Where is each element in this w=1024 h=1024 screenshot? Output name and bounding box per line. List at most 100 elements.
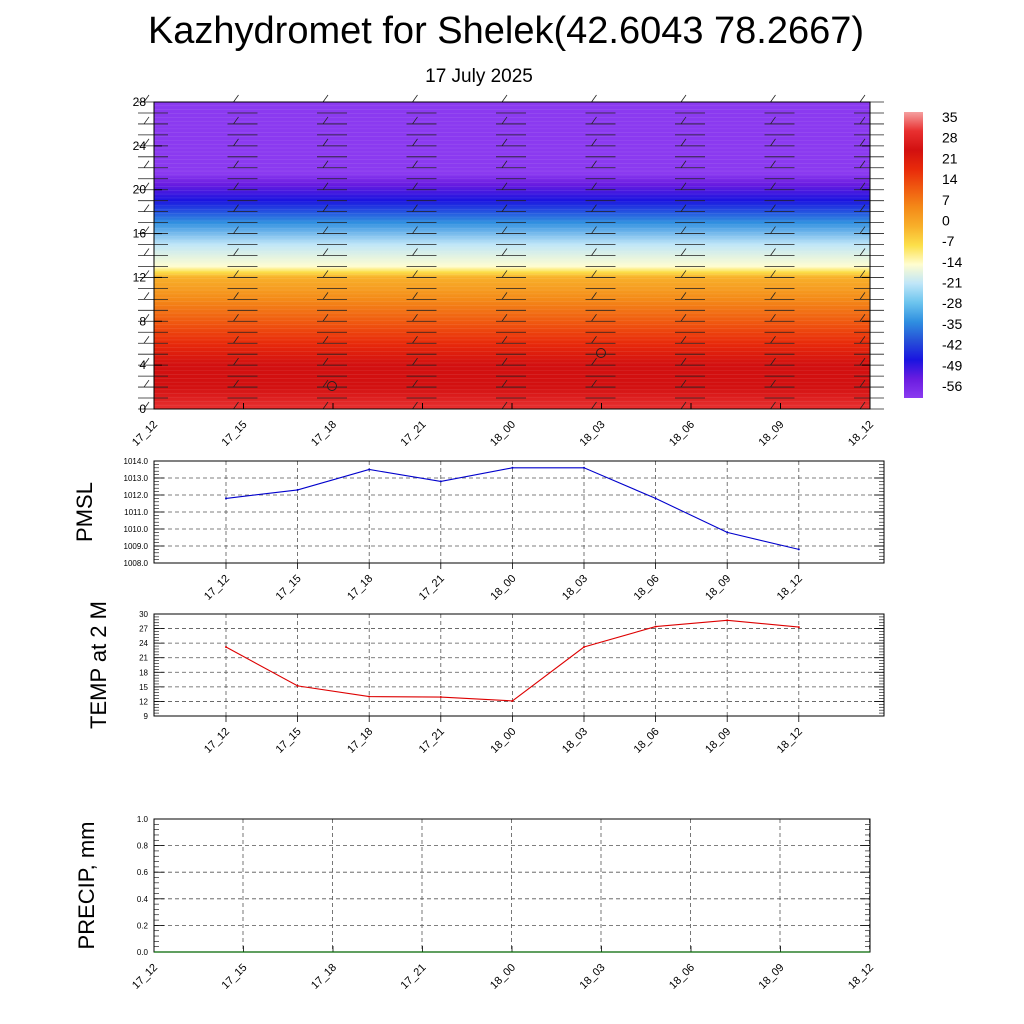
wind-barb [233, 357, 239, 366]
x-tick-label: 17_15 [220, 419, 250, 449]
data-point [439, 696, 442, 699]
wind-barb [322, 292, 329, 300]
x-tick-label: 18_03 [560, 726, 590, 756]
wind-barb [143, 160, 150, 169]
plot-frame [153, 818, 871, 953]
wind-barb [591, 138, 597, 147]
wind-barb [143, 182, 150, 190]
wind-barb [412, 292, 418, 300]
wind-barb [233, 335, 239, 344]
colorbar-label: 14 [942, 171, 958, 187]
y-tick-label: 21 [139, 654, 148, 663]
data-point [583, 646, 585, 649]
y-tick-label: 20 [133, 183, 147, 197]
wind-barb [501, 160, 508, 169]
wind-barb [680, 182, 687, 190]
y-axis-label: PMSL [72, 482, 97, 542]
wind-barb [859, 357, 866, 366]
wind-barb [591, 182, 597, 190]
data-point [511, 699, 514, 702]
x-tick-label: 18_06 [667, 962, 697, 992]
data-point [797, 548, 800, 551]
x-tick-label: 18_00 [488, 726, 518, 756]
y-tick-label: 0 [139, 402, 146, 416]
colorbar-label: -56 [942, 378, 962, 394]
wind-barb [770, 357, 776, 366]
x-tick-label: 18_06 [667, 419, 697, 449]
data-point [296, 684, 299, 687]
wind-barb [501, 226, 508, 234]
wind-barb [233, 94, 239, 103]
colorbar-label: -49 [942, 357, 962, 373]
data-point [368, 695, 371, 698]
wind-barb [233, 138, 239, 147]
wind-barb [680, 248, 687, 256]
precip-panel: 0.0 0.2 0.4 0.6 0.8 1.0 17_12 17_15 17_18 17_21 18… [74, 815, 876, 992]
wind-barb [501, 335, 508, 344]
wind-barb [322, 182, 329, 190]
wind-barb [591, 292, 597, 300]
wind-barb [501, 379, 508, 388]
wind-barb [412, 270, 418, 278]
y-tick-label: 4 [139, 358, 146, 372]
data-point [296, 488, 299, 491]
x-tick-label: 17_12 [130, 962, 160, 992]
wind-barb [233, 270, 239, 278]
y-tick-label: 1012.0 [124, 491, 149, 500]
x-tick-label: 18_09 [703, 573, 733, 603]
y-tick-label: 12 [139, 697, 148, 706]
pmsl-panel: 1008.0 1009.0 1010.0 1011.0 1012.0 1013.0 1014… [72, 457, 885, 603]
colorbar-label: -7 [942, 233, 955, 249]
chart-date: 17 July 2025 [425, 66, 533, 87]
colorbar-label: 28 [942, 130, 958, 146]
wind-barb [233, 160, 239, 169]
x-tick-label: 18_12 [775, 726, 805, 756]
wind-barb [501, 94, 508, 103]
colorbar-label: -14 [942, 254, 962, 270]
wind-barb [591, 401, 597, 410]
series-line [225, 619, 799, 702]
y-tick-label: 0.8 [137, 842, 149, 851]
wind-barb [859, 401, 866, 410]
wind-barb [233, 401, 239, 410]
y-tick-label: 0.2 [137, 921, 149, 930]
y-tick-label: 27 [139, 625, 148, 634]
wind-barb [770, 116, 776, 125]
wind-barb [680, 226, 687, 234]
x-tick-label: 18_12 [846, 419, 876, 449]
wind-barb [680, 270, 687, 278]
series-line [225, 467, 799, 550]
x-tick-label: 18_00 [488, 419, 518, 449]
wind-barb [143, 94, 150, 103]
x-tick-label: 18_06 [632, 726, 662, 756]
wind-barb [501, 357, 508, 366]
wind-barb [412, 314, 418, 322]
data-point [654, 625, 657, 628]
wind-barb [770, 138, 776, 147]
wind-barb [859, 160, 866, 169]
wind-barb [591, 226, 597, 234]
colorbar: 35 28 21 14 7 0 -7 -14 -21 -28 -35 -42 -49 -56 [904, 109, 962, 398]
y-tick-label: 1014.0 [124, 457, 149, 466]
wind-barb [680, 379, 687, 388]
y-tick-label: 0.6 [137, 868, 149, 877]
x-tick-label: 18_03 [578, 419, 608, 449]
x-tick-label: 17_21 [417, 573, 447, 603]
wind-barb [412, 379, 418, 388]
wind-barb [412, 204, 418, 212]
colorbar-label: -42 [942, 337, 962, 353]
data-point [511, 466, 514, 469]
wind-barb [322, 335, 329, 344]
wind-barb [680, 357, 687, 366]
wind-barb [770, 182, 776, 190]
wind-barb [322, 357, 329, 366]
wind-barb [591, 270, 597, 278]
calm-wind-marker [596, 348, 606, 358]
x-tick-label: 17_18 [309, 419, 339, 449]
wind-barb [501, 270, 508, 278]
wind-barb [859, 226, 866, 234]
colorbar-label: 7 [942, 192, 950, 208]
wind-barb [143, 401, 150, 410]
data-point [439, 480, 442, 483]
